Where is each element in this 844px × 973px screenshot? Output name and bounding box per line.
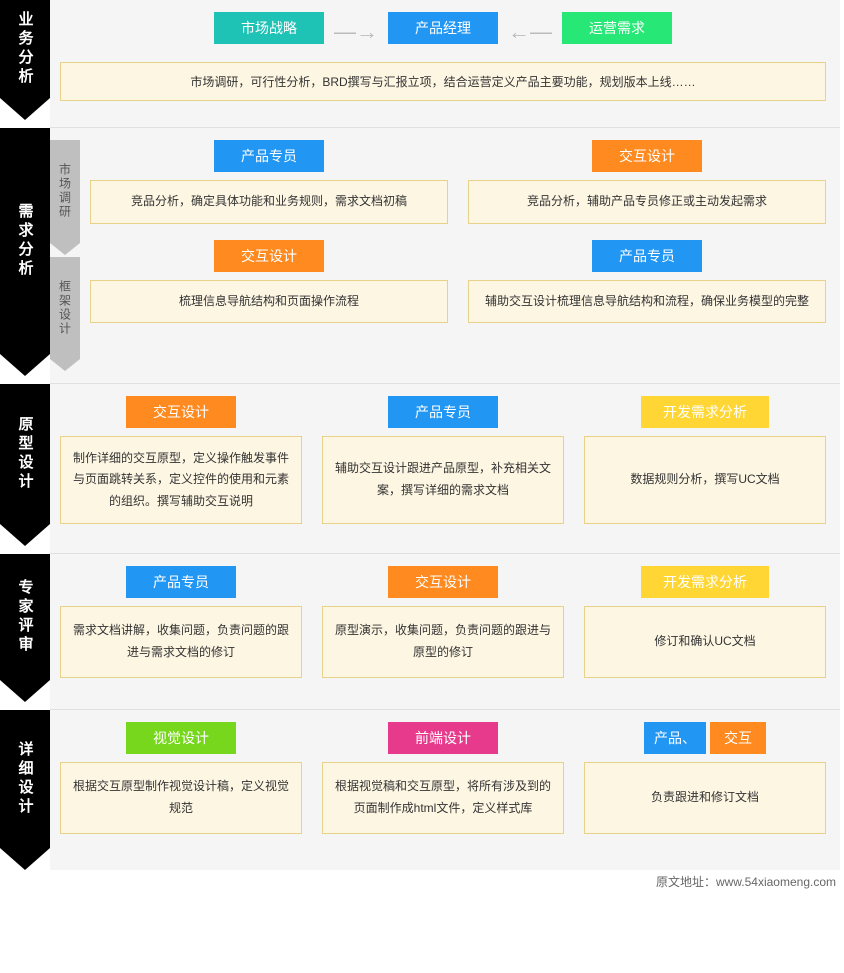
role-description: 竞品分析，辅助产品专员修正或主动发起需求 <box>468 180 826 224</box>
role-badge: 产品专员 <box>592 240 702 272</box>
stage-chevron <box>0 354 50 384</box>
arrow-left-icon: ←— <box>506 19 554 45</box>
role-badge: 前端设计 <box>388 722 498 754</box>
role-column: 产品专员需求文档讲解，收集问题，负责问题的跟进与需求文档的修订 <box>60 566 302 678</box>
role-badge: 产品专员 <box>126 566 236 598</box>
role-badge: 运营需求 <box>562 12 672 44</box>
section-business-analysis: 市场战略 —→ 产品经理 ←— 运营需求市场调研，可行性分析，BRD撰写与汇报立项，结合… <box>50 0 840 128</box>
section-prototype-design: 交互设计制作详细的交互原型，定义操作触发事件与页面跳转关系，定义控件的使用和元素… <box>50 384 840 554</box>
role-badge: 产品经理 <box>388 12 498 44</box>
role-badge: 交互设计 <box>388 566 498 598</box>
role-badge: 开发需求分析 <box>641 396 769 428</box>
role-badge: 市场战略 <box>214 12 324 44</box>
section-description: 市场调研，可行性分析，BRD撰写与汇报立项，结合运营定义产品主要功能，规划版本上… <box>60 62 826 101</box>
role-description: 竞品分析，确定具体功能和业务规则，需求文档初稿 <box>90 180 448 224</box>
arrow-right-icon: —→ <box>332 19 380 45</box>
role-column: 产品专员辅助交互设计跟进产品原型，补充相关文案，撰写详细的需求文档 <box>322 396 564 524</box>
role-description: 根据视觉稿和交互原型，将所有涉及到的页面制作成html文件，定义样式库 <box>322 762 564 834</box>
sub-stage-label: 框架设计 <box>50 257 80 360</box>
role-column: 交互设计制作详细的交互原型，定义操作触发事件与页面跳转关系，定义控件的使用和元素… <box>60 396 302 524</box>
footer-source: 原文地址：www.54xiaomeng.com <box>656 869 836 890</box>
stage-chevron <box>0 848 50 870</box>
sub-stage-label: 市场调研 <box>50 140 80 243</box>
role-column: 交互设计竞品分析，辅助产品专员修正或主动发起需求 <box>468 140 826 224</box>
role-column: 产品专员辅助交互设计梳理信息导航结构和流程，确保业务模型的完整 <box>468 240 826 324</box>
role-description: 负责跟进和修订文档 <box>584 762 826 834</box>
top-roles-row: 市场战略 —→ 产品经理 ←— 运营需求 <box>60 12 826 52</box>
role-column: 交互设计原型演示，收集问题，负责问题的跟进与原型的修订 <box>322 566 564 678</box>
role-column: 交互设计梳理信息导航结构和页面操作流程 <box>90 240 448 324</box>
role-description: 数据规则分析，撰写UC文档 <box>584 436 826 524</box>
role-column: 开发需求分析修订和确认UC文档 <box>584 566 826 678</box>
role-description: 需求文档讲解，收集问题，负责问题的跟进与需求文档的修订 <box>60 606 302 678</box>
role-description: 制作详细的交互原型，定义操作触发事件与页面跳转关系，定义控件的使用和元素的组织。… <box>60 436 302 524</box>
role-description: 辅助交互设计梳理信息导航结构和流程，确保业务模型的完整 <box>468 280 826 324</box>
role-badge: 交互设计 <box>126 396 236 428</box>
role-badge: 产品专员 <box>388 396 498 428</box>
role-badge: 交互设计 <box>592 140 702 172</box>
sub-chevron <box>50 359 80 371</box>
stage-chevron <box>0 98 50 128</box>
role-description: 辅助交互设计跟进产品原型，补充相关文案，撰写详细的需求文档 <box>322 436 564 524</box>
stage-label-0: 业务分析 <box>0 0 50 98</box>
role-column: 视觉设计根据交互原型制作视觉设计稿，定义视觉规范 <box>60 722 302 834</box>
role-badge: 视觉设计 <box>126 722 236 754</box>
role-badge: 交互设计 <box>214 240 324 272</box>
section-expert-review: 产品专员需求文档讲解，收集问题，负责问题的跟进与需求文档的修订交互设计原型演示，… <box>50 554 840 710</box>
stage-label-1: 需求分析 <box>0 128 50 354</box>
sub-chevron <box>50 243 80 257</box>
role-description: 修订和确认UC文档 <box>584 606 826 678</box>
role-column: 产品专员竞品分析，确定具体功能和业务规则，需求文档初稿 <box>90 140 448 224</box>
role-column: 产品、交互负责跟进和修订文档 <box>584 722 826 834</box>
role-badge: 开发需求分析 <box>641 566 769 598</box>
role-description: 原型演示，收集问题，负责问题的跟进与原型的修订 <box>322 606 564 678</box>
role-badge: 产品专员 <box>214 140 324 172</box>
section-requirement-analysis: 市场调研框架设计产品专员竞品分析，确定具体功能和业务规则，需求文档初稿交互设计竞… <box>50 128 840 384</box>
stage-chevron <box>0 524 50 554</box>
role-description: 根据交互原型制作视觉设计稿，定义视觉规范 <box>60 762 302 834</box>
role-column: 前端设计根据视觉稿和交互原型，将所有涉及到的页面制作成html文件，定义样式库 <box>322 722 564 834</box>
stage-chevron <box>0 680 50 710</box>
section-detailed-design: 视觉设计根据交互原型制作视觉设计稿，定义视觉规范前端设计根据视觉稿和交互原型，将… <box>50 710 840 870</box>
role-badge: 产品、交互 <box>644 722 766 754</box>
role-column: 开发需求分析数据规则分析，撰写UC文档 <box>584 396 826 524</box>
role-description: 梳理信息导航结构和页面操作流程 <box>90 280 448 324</box>
